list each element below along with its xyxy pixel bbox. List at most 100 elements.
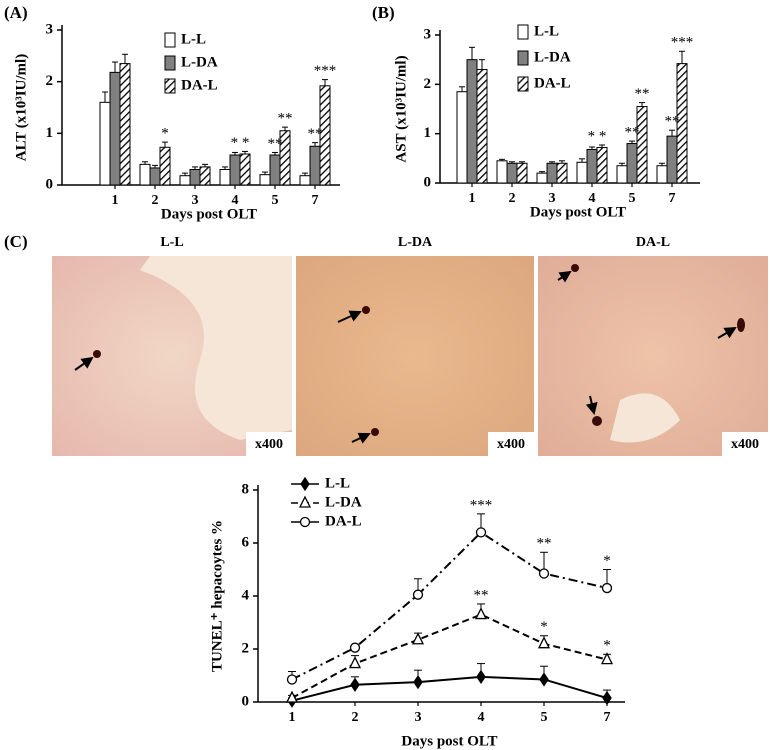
x-axis-label: Days post OLT xyxy=(401,733,497,749)
legend-label: L-DA xyxy=(534,49,571,65)
y-tick-label: 1 xyxy=(424,125,432,141)
bar xyxy=(576,161,588,184)
bar xyxy=(506,162,518,184)
bar xyxy=(626,143,638,184)
marker xyxy=(600,652,614,665)
bar xyxy=(239,153,251,186)
bar xyxy=(219,169,231,186)
significance: ** xyxy=(635,86,650,102)
image-label: L-DA xyxy=(398,235,433,250)
y-tick-label: 0 xyxy=(424,174,432,190)
x-tick-label: 2 xyxy=(509,191,516,206)
x-tick-label: 7 xyxy=(669,191,676,206)
x-axis-label: Days post OLT xyxy=(530,204,626,220)
x-tick-label: 4 xyxy=(589,191,596,206)
bar xyxy=(299,175,311,186)
bar xyxy=(99,101,111,186)
bar xyxy=(666,135,678,184)
legend-swatch xyxy=(164,55,176,71)
significance: * xyxy=(540,619,548,635)
x-tick-label: 4 xyxy=(232,193,239,208)
marker xyxy=(411,632,425,645)
legend-swatch xyxy=(517,50,529,66)
x-tick-label: 1 xyxy=(112,193,119,208)
bar xyxy=(556,162,568,184)
bar xyxy=(616,165,628,184)
arrow xyxy=(717,326,737,339)
x-tick-label: 3 xyxy=(192,193,199,208)
bar xyxy=(476,69,488,184)
apoptotic-cell xyxy=(737,318,745,332)
y-axis-label: TUNEL⁺ hepacoytes % xyxy=(209,520,225,672)
significance: ** xyxy=(665,114,680,130)
bar xyxy=(149,167,161,186)
bar xyxy=(159,146,171,186)
x-tick-label: 3 xyxy=(415,710,422,725)
arrow xyxy=(337,310,362,323)
magnification-box xyxy=(246,432,292,456)
line xyxy=(291,613,608,699)
y-tick-label: 4 xyxy=(242,587,250,603)
significance: ** xyxy=(308,126,323,142)
chart: (B) 0 1 2 3 1 2 3 4 5 7 AST (x10³IU/ml) Days post OL… xyxy=(372,3,700,220)
panel-label: (C) xyxy=(4,232,28,251)
arrow xyxy=(74,356,94,371)
significance: ** xyxy=(625,125,640,141)
micrographs xyxy=(52,256,768,456)
significance: * xyxy=(603,553,611,569)
panel-label: (B) xyxy=(372,3,395,22)
marker xyxy=(348,656,362,669)
bar xyxy=(456,91,468,184)
significance: *** xyxy=(671,35,694,51)
bar xyxy=(319,85,331,186)
bar xyxy=(536,172,548,184)
significance: *** xyxy=(470,497,493,513)
x-tick-label: 4 xyxy=(478,710,485,725)
arrow xyxy=(557,270,572,283)
marker xyxy=(475,527,487,538)
legend-marker xyxy=(298,495,312,508)
apoptotic-cell xyxy=(571,264,579,272)
bar xyxy=(596,146,608,184)
significance: *** xyxy=(314,63,337,79)
bar xyxy=(496,160,508,184)
line xyxy=(291,675,608,702)
chart: (A) 0 1 2 3 1 2 3 4 5 7 ALT (x10³IU/ml) Days post OL… xyxy=(4,3,340,222)
legend-marker xyxy=(299,516,311,528)
legend-label: DA-L xyxy=(325,513,362,529)
micrograph xyxy=(296,256,534,456)
arrow xyxy=(585,395,598,415)
marker xyxy=(413,674,423,690)
y-tick-label: 0 xyxy=(46,176,54,192)
magnification: x400 xyxy=(731,437,759,452)
bar xyxy=(119,63,131,186)
significance: ** xyxy=(268,136,283,152)
legend-label: L-DA xyxy=(181,54,218,70)
significance: * * xyxy=(588,128,607,144)
bar xyxy=(309,145,321,186)
bar xyxy=(109,71,121,186)
panel-label: (A) xyxy=(4,3,28,22)
bar xyxy=(466,59,478,184)
bar xyxy=(676,63,688,184)
apoptotic-cell xyxy=(371,428,379,436)
apoptotic-cell xyxy=(592,416,602,426)
bar xyxy=(516,162,528,184)
legend-marker xyxy=(300,476,310,492)
bar xyxy=(279,130,291,186)
image-label: DA-L xyxy=(636,235,670,250)
tissue-gap xyxy=(610,393,680,443)
marker xyxy=(601,582,613,594)
image-label: L-L xyxy=(160,235,183,250)
y-tick-label: 1 xyxy=(46,125,54,141)
marker xyxy=(538,568,550,579)
magnification: x400 xyxy=(497,437,525,452)
chart: 0 2 4 6 8 1 2 3 4 5 7 TUNEL⁺ hepacoytes % Days post … xyxy=(209,475,625,749)
legend-label: L-DA xyxy=(325,494,362,510)
bar xyxy=(229,154,241,186)
significance: * xyxy=(161,126,169,142)
marker xyxy=(474,607,488,620)
y-axis-label: ALT (x10³IU/ml) xyxy=(13,54,29,161)
x-tick-label: 5 xyxy=(272,193,279,208)
